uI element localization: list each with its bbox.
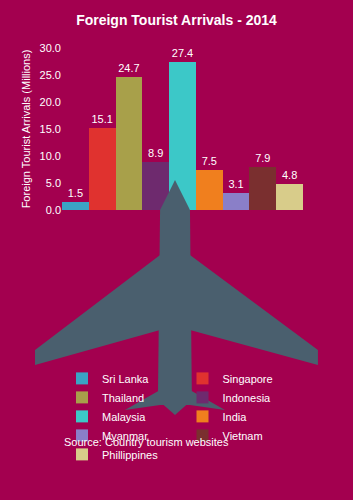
svg-text:India: India <box>223 411 248 423</box>
svg-text:8.9: 8.9 <box>148 147 163 159</box>
svg-text:Indonesia: Indonesia <box>223 392 272 404</box>
svg-text:Malaysia: Malaysia <box>102 411 146 423</box>
svg-text:30.0: 30.0 <box>40 42 61 54</box>
svg-text:Phillippines: Phillippines <box>102 449 158 461</box>
svg-text:Foreign Tourist Arrivals (Mill: Foreign Tourist Arrivals (Millions) <box>20 50 32 209</box>
svg-text:Thailand: Thailand <box>102 392 144 404</box>
svg-text:Source: Country tourism websit: Source: Country tourism websites <box>64 436 229 448</box>
svg-text:7.9: 7.9 <box>255 152 270 164</box>
svg-text:20.0: 20.0 <box>40 96 61 108</box>
svg-text:Vietnam: Vietnam <box>223 430 263 442</box>
svg-text:1.5: 1.5 <box>68 187 83 199</box>
svg-text:3.1: 3.1 <box>228 178 243 190</box>
svg-text:24.7: 24.7 <box>118 62 139 74</box>
svg-text:15.1: 15.1 <box>91 113 112 125</box>
svg-text:Singapore: Singapore <box>223 373 273 385</box>
svg-text:0.0: 0.0 <box>46 204 61 216</box>
svg-text:5.0: 5.0 <box>46 177 61 189</box>
svg-text:Foreign Tourist Arrivals - 201: Foreign Tourist Arrivals - 2014 <box>76 12 277 28</box>
svg-text:15.0: 15.0 <box>40 123 61 135</box>
svg-text:27.4: 27.4 <box>172 47 193 59</box>
svg-text:10.0: 10.0 <box>40 150 61 162</box>
svg-text:4.8: 4.8 <box>282 169 297 181</box>
svg-text:Sri Lanka: Sri Lanka <box>102 373 149 385</box>
svg-text:Myanmar: Myanmar <box>102 430 148 442</box>
svg-text:25.0: 25.0 <box>40 69 61 81</box>
svg-text:7.5: 7.5 <box>202 155 217 167</box>
